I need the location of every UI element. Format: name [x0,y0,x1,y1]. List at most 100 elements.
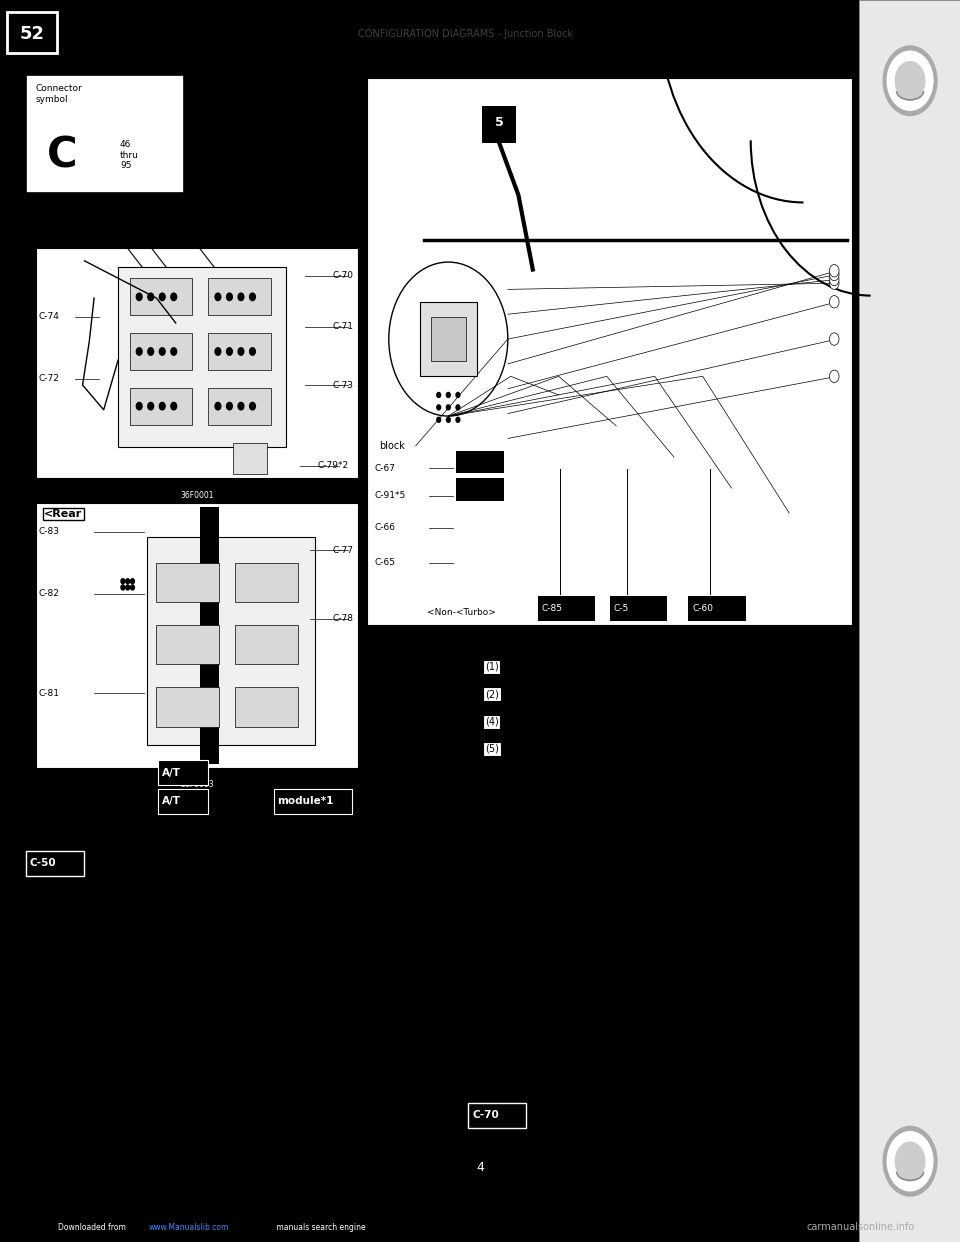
Bar [156,563,219,602]
Text: C-81: C-81 [38,688,60,698]
Circle shape [437,417,441,422]
Text: 4: 4 [476,1161,484,1174]
Bar [208,333,271,370]
Text: Connector
symbol: Connector symbol [36,84,83,104]
Bar [859,0,960,1242]
Text: C-65: C-65 [374,558,396,568]
Text: 36F0003: 36F0003 [180,780,214,789]
Text: *4: *4 [533,717,543,727]
Circle shape [829,268,839,281]
Circle shape [215,402,221,410]
Circle shape [887,1131,933,1191]
Text: (5): (5) [485,744,498,754]
Text: C-60: C-60 [692,604,713,614]
Circle shape [446,392,450,397]
Circle shape [121,585,125,590]
Circle shape [829,333,839,345]
Circle shape [250,293,255,301]
Bar [130,388,192,425]
Bar [158,760,208,785]
Circle shape [148,348,154,355]
Bar [156,625,219,664]
Text: C-5: C-5 [613,604,629,614]
Circle shape [131,585,134,590]
Bar [208,388,271,425]
Text: C-74: C-74 [38,312,60,322]
Circle shape [456,392,460,397]
Text: carmanualsonline.info: carmanualsonline.info [806,1222,915,1232]
Circle shape [159,293,165,301]
Circle shape [883,1126,937,1196]
Text: manuals search engine: manuals search engine [274,1222,365,1232]
Circle shape [121,579,125,584]
Bar [200,507,219,764]
Bar [130,278,192,315]
Bar [235,687,298,727]
Bar [36,503,358,768]
Text: C-50: C-50 [30,858,57,868]
Circle shape [171,402,177,410]
Text: CONFIGURATION DIAGRAMS - Junction Block: CONFIGURATION DIAGRAMS - Junction Block [358,29,573,39]
Bar [26,851,84,876]
Bar [538,596,595,621]
Text: C-91*5: C-91*5 [374,491,406,501]
Text: (2): (2) [485,689,498,699]
Bar [610,596,667,621]
Circle shape [171,293,177,301]
Text: C-83: C-83 [38,527,60,537]
Text: 5: 5 [494,117,504,129]
Text: 46
thru
95: 46 thru 95 [120,140,139,170]
Circle shape [136,293,142,301]
Circle shape [446,405,450,410]
Circle shape [159,402,165,410]
Bar [468,1103,526,1128]
Circle shape [456,417,460,422]
Circle shape [238,293,244,301]
Circle shape [250,348,255,355]
Text: *5: *5 [533,744,543,754]
Bar [208,278,271,315]
Circle shape [446,417,450,422]
Circle shape [829,273,839,286]
Text: A/T: A/T [162,768,181,777]
Circle shape [126,585,130,590]
Circle shape [159,348,165,355]
Circle shape [136,402,142,410]
Bar [688,596,746,621]
Text: C-67: C-67 [374,463,396,473]
Circle shape [456,405,460,410]
Text: www.Manualslib.com: www.Manualslib.com [149,1222,229,1232]
Circle shape [171,348,177,355]
Text: C-82: C-82 [38,589,60,599]
Bar [118,267,286,447]
Circle shape [131,579,134,584]
Text: *3: *3 [533,689,543,699]
Circle shape [896,1143,924,1180]
Text: 36F0001: 36F0001 [180,491,214,499]
Text: C-73: C-73 [332,380,353,390]
Text: C-66: C-66 [374,523,396,533]
Bar [274,789,352,814]
Circle shape [148,293,154,301]
Circle shape [829,370,839,383]
Bar [233,443,267,474]
Circle shape [215,293,221,301]
Bar [482,106,516,143]
Text: *1: *1 [533,662,543,672]
Text: C-79*2: C-79*2 [318,461,348,471]
Text: C-70: C-70 [332,271,353,281]
Circle shape [136,348,142,355]
Bar [158,789,208,814]
Bar [456,478,504,501]
Circle shape [238,348,244,355]
Circle shape [227,293,232,301]
Text: A/T: A/T [162,796,181,806]
Text: <Rear: <Rear [44,509,83,519]
Text: module*1: module*1 [277,796,334,806]
Circle shape [437,405,441,410]
Bar [130,333,192,370]
Text: block: block [379,441,405,451]
Circle shape [887,51,933,111]
Circle shape [829,265,839,277]
Bar [235,563,298,602]
